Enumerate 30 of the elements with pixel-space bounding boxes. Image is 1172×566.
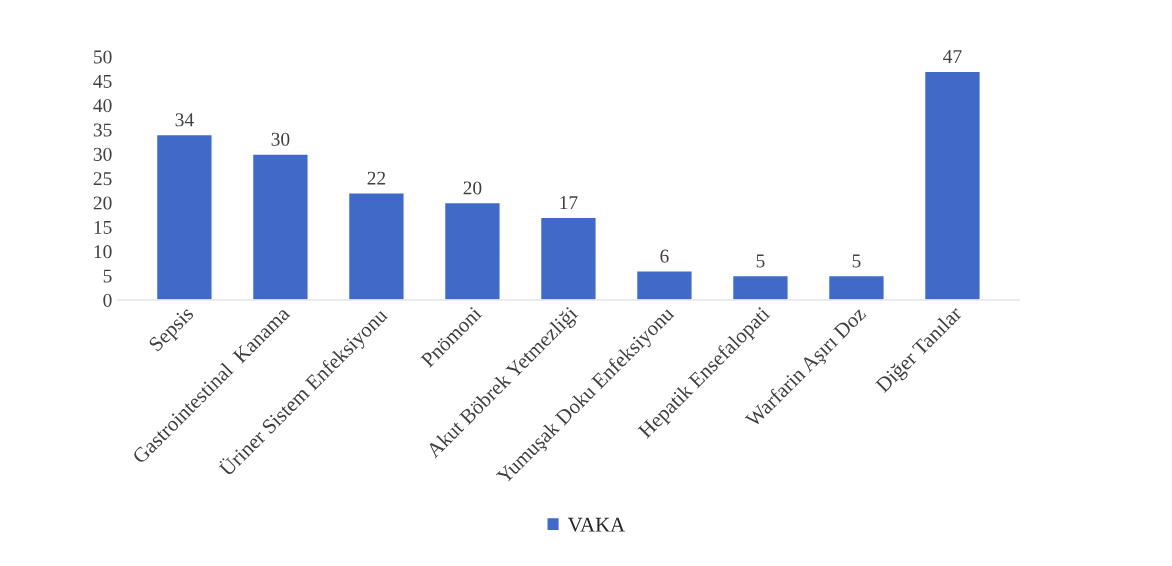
y-tick-label: 45 [93,74,112,88]
data-label: 17 [560,196,578,209]
bar [923,70,981,300]
bar [251,153,309,300]
y-tick-label: 15 [94,220,112,234]
legend-label: VAKA [567,517,626,532]
data-label: 22 [367,171,386,185]
data-label: 5 [756,254,765,268]
bar [539,216,597,300]
data-label: 34 [175,113,194,127]
y-tick-label: 40 [93,99,112,113]
data-label: 47 [943,50,962,63]
bar [731,274,789,300]
y-tick-label: 35 [93,123,112,137]
y-tick-label: 50 [94,50,112,64]
data-label: 30 [271,132,290,146]
y-tick-label: 0 [103,293,112,307]
y-tick-label: 30 [93,147,112,161]
y-tick-label: 5 [103,269,112,283]
bar [443,201,501,300]
bar [635,270,693,300]
y-tick-label: 20 [93,196,112,210]
y-tick-label: 10 [94,245,112,259]
data-label: 6 [660,249,669,263]
bar [827,274,885,300]
data-label: 20 [463,181,482,195]
y-tick-label: 25 [93,172,112,186]
data-label: 5 [852,254,861,268]
bar [155,133,213,300]
bar [347,192,405,300]
